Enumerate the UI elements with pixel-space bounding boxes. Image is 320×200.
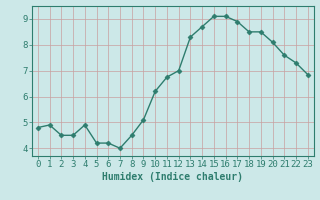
X-axis label: Humidex (Indice chaleur): Humidex (Indice chaleur) <box>102 172 243 182</box>
